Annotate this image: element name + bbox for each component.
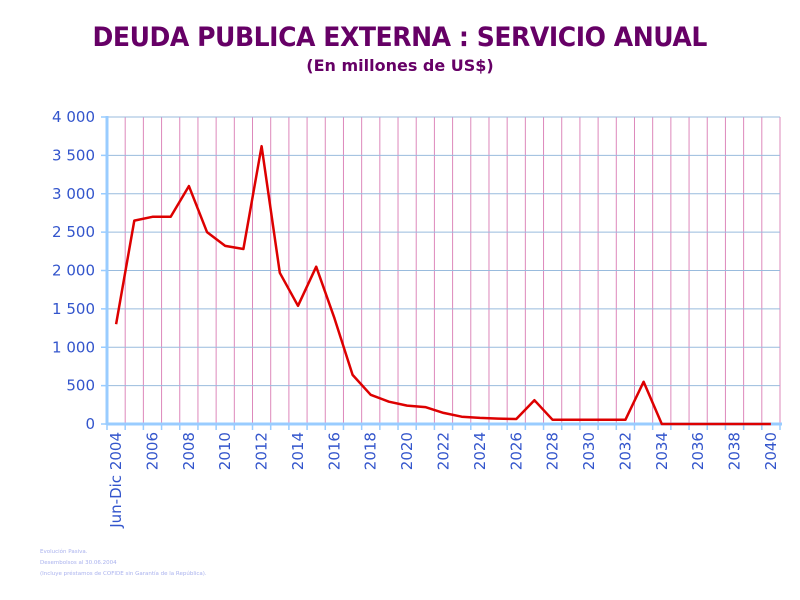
- x-tick-label: 2010: [216, 432, 234, 470]
- footnote-1: Evolución Pasiva.: [40, 549, 88, 555]
- footnote-3: (Incluye préstamos de COFIDE sin Garantí…: [40, 571, 207, 577]
- x-tick-label: 2040: [762, 432, 780, 470]
- chart-subtitle: (En millones de US$): [306, 56, 494, 75]
- x-tick-label: 2006: [143, 432, 161, 470]
- chart-title: DEUDA PUBLICA EXTERNA : SERVICIO ANUAL: [92, 22, 708, 53]
- x-tick-label: 2026: [507, 432, 525, 470]
- y-tick-label: 3 000: [52, 185, 95, 203]
- x-tick-label: 2018: [362, 432, 380, 470]
- footnote-2: Desembolsos al 30.06.2004: [40, 560, 117, 566]
- y-tick-label: 1 000: [52, 338, 95, 356]
- x-tick-label: 2030: [580, 432, 598, 470]
- x-tick-label: 2012: [253, 432, 271, 470]
- y-tick-label: 3 500: [52, 146, 95, 164]
- x-tick-label: 2020: [398, 432, 416, 470]
- x-tick-label: 2036: [689, 432, 707, 470]
- x-tick-label: 2034: [653, 432, 671, 470]
- y-tick-label: 4 000: [52, 108, 95, 126]
- x-tick-label: 2038: [726, 432, 744, 470]
- y-tick-label: 1 500: [52, 300, 95, 318]
- x-tick-label: 2016: [325, 432, 343, 470]
- x-tick-label: Jun-Dic 2004: [107, 432, 125, 529]
- x-tick-label: 2008: [180, 432, 198, 470]
- y-tick-label: 500: [66, 377, 95, 395]
- y-tick-label: 2 500: [52, 223, 95, 241]
- x-tick-label: 2022: [435, 432, 453, 470]
- x-tick-label: 2032: [616, 432, 634, 470]
- x-tick-label: 2014: [289, 432, 307, 470]
- y-tick-label: 2 000: [52, 262, 95, 280]
- x-tick-label: 2028: [544, 432, 562, 470]
- series-line: [114, 144, 771, 426]
- y-tick-label: 0: [85, 415, 95, 433]
- x-tick-label: 2024: [471, 432, 489, 470]
